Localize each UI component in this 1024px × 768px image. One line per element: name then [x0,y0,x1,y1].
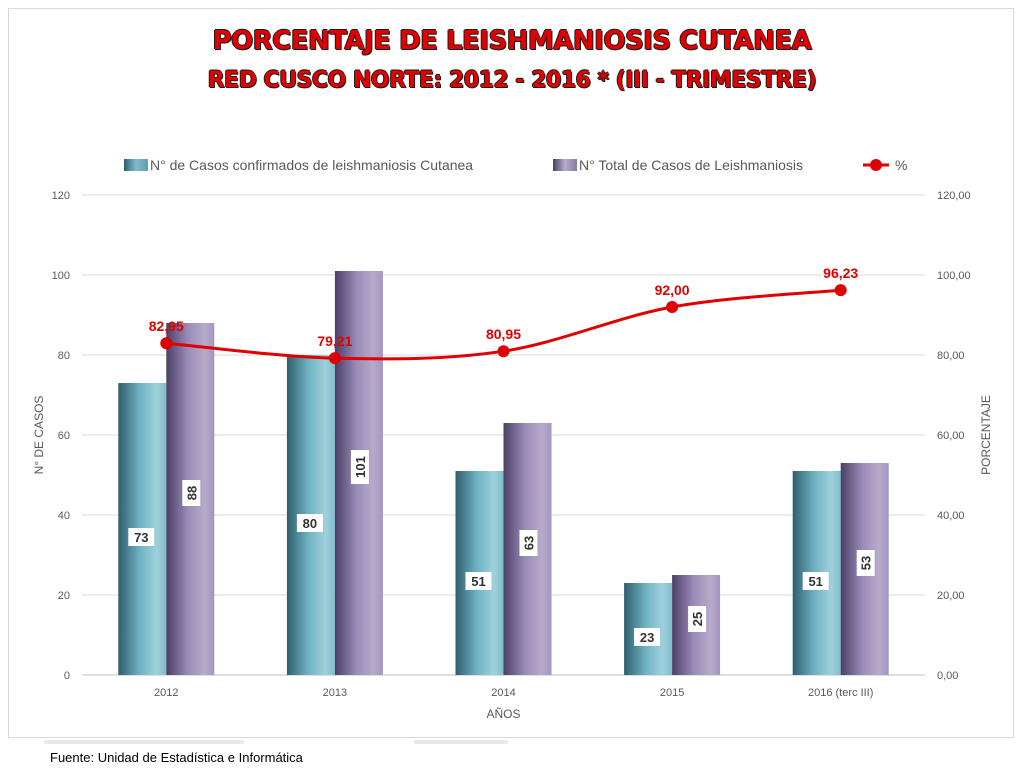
data-label-text: 63 [522,536,537,550]
legend: N° de Casos confirmados de leishmaniosis… [124,157,907,173]
data-label-text: 101 [353,456,368,478]
x-tick-label: 2015 [660,687,684,699]
percent-point [666,301,679,313]
y-tick-label: 80 [58,350,70,362]
y2-tick-label: 0,00 [937,670,958,682]
percent-label: 96,23 [823,265,858,281]
data-label-box [465,572,492,590]
percent-point [497,345,510,358]
y2-tick-label: 20,00 [937,590,965,602]
data-label-total: 63 [519,530,538,556]
percent-label: 80,95 [486,326,521,342]
data-label-box [519,530,538,556]
x-tick-label: 2014 [491,687,515,699]
data-label-box [856,550,875,576]
data-label-confirmed: 23 [634,628,661,646]
percent-point [160,337,173,350]
x-tick-label: 2013 [323,687,347,699]
percent-label: 92,00 [655,282,690,298]
percent-point [834,284,847,297]
x-tick-label: 2016 (terc III) [808,687,873,699]
footer-divider [44,740,244,744]
data-label-box [634,628,661,646]
data-label-total: 101 [350,450,369,484]
source-note: Fuente: Unidad de Estadística e Informát… [50,750,303,765]
data-label-box [802,572,829,590]
y2-tick-label: 120,00 [937,190,971,202]
y-tick-label: 100 [52,270,70,282]
data-label-confirmed: 51 [465,572,492,590]
x-axis-title: AÑOS [486,707,520,721]
data-label-confirmed: 80 [296,514,323,532]
data-label-box [688,606,707,632]
x-tick-label: 2012 [154,687,178,699]
y-tick-label: 120 [52,190,70,202]
y2-tick-label: 60,00 [937,430,965,442]
chart-subtitle: RED CUSCO NORTE: 2012 - 2016 * (III - TR… [207,68,817,93]
data-label-confirmed: 51 [802,572,829,590]
y-tick-label: 60 [58,430,70,442]
percent-label: 79,21 [317,333,352,349]
data-label-confirmed: 73 [128,528,155,546]
labels-layer: 73 88 80 101 51 63 23 25 51 53 82,95 79,21 80,95 92,0… [128,265,875,646]
y-tick-label: 20 [58,590,70,602]
y-tick-label: 0 [64,670,70,682]
data-label-text: 88 [184,486,199,500]
y-axis-title: N° DE CASOS [32,396,46,475]
data-label-box [296,514,323,532]
legend-marker [870,159,882,171]
y2-axis-title: PORCENTAJE [979,395,993,475]
data-label-box [350,450,369,484]
legend-label: N° de Casos confirmados de leishmaniosis… [150,157,473,173]
y2-tick-label: 40,00 [937,510,965,522]
y2-tick-label: 100,00 [937,270,971,282]
y-tick-label: 40 [58,510,70,522]
legend-item-total: N° Total de Casos de Leishmaniosis [553,157,803,173]
chart-title: PORCENTAJE DE LEISHMANIOSIS CUTANEA [212,26,812,56]
data-label-text: 73 [134,530,148,545]
data-label-total: 88 [182,480,201,506]
data-label-text: 80 [303,516,317,531]
data-label-text: 25 [690,612,705,626]
percent-label: 82,95 [149,318,184,334]
data-label-text: 51 [808,574,822,589]
legend-item-percent: % [863,157,907,173]
legend-label: N° Total de Casos de Leishmaniosis [579,157,803,173]
data-label-text: 53 [859,556,874,570]
data-label-box [182,480,201,506]
percent-point [328,352,341,365]
legend-swatch [124,159,148,171]
data-label-box [128,528,155,546]
data-label-text: 51 [471,574,485,589]
legend-item-confirmed: N° de Casos confirmados de leishmaniosis… [124,157,473,173]
y2-tick-label: 80,00 [937,350,965,362]
legend-swatch [553,159,577,171]
data-label-text: 23 [640,630,654,645]
line-layer [160,284,847,365]
data-label-total: 53 [856,550,875,576]
legend-label: % [895,157,907,173]
data-label-total: 25 [688,606,707,632]
footer-divider [414,740,508,744]
